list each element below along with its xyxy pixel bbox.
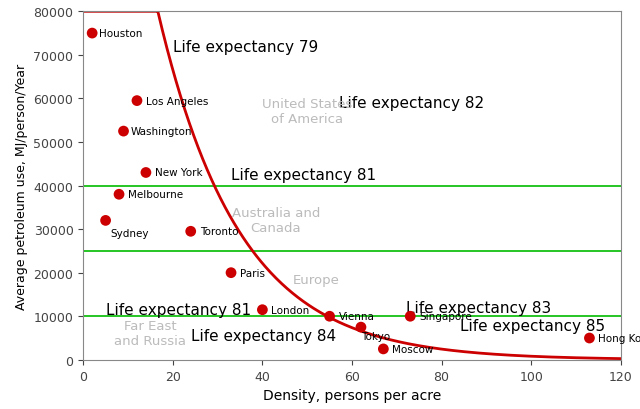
Text: Europe: Europe <box>292 273 340 286</box>
Text: Far East
and Russia: Far East and Russia <box>115 319 186 347</box>
Point <box>118 128 129 135</box>
Text: Toronto: Toronto <box>200 227 238 237</box>
Point <box>584 335 595 342</box>
Point <box>378 346 388 352</box>
Text: Sydney: Sydney <box>110 229 148 239</box>
Text: Washington: Washington <box>131 127 192 137</box>
Text: Singapore: Singapore <box>419 312 472 321</box>
Text: London: London <box>271 305 310 315</box>
Point <box>132 98 142 105</box>
Text: United States
of America: United States of America <box>262 98 353 126</box>
Point <box>356 324 366 330</box>
Text: Hong Kong: Hong Kong <box>598 333 640 343</box>
Text: Vienna: Vienna <box>339 312 374 321</box>
Text: Melbourne: Melbourne <box>128 190 183 200</box>
Point <box>100 218 111 224</box>
Point <box>324 313 335 320</box>
Text: New York: New York <box>155 168 202 178</box>
Text: Life expectancy 81: Life expectancy 81 <box>231 168 376 183</box>
Text: Paris: Paris <box>240 268 265 278</box>
Text: Australia and
Canada: Australia and Canada <box>232 207 320 235</box>
Point <box>186 229 196 235</box>
Text: Life expectancy 81: Life expectancy 81 <box>106 303 251 317</box>
Text: Life expectancy 84: Life expectancy 84 <box>191 328 336 344</box>
Y-axis label: Average petroleum use, MJ/person/Year: Average petroleum use, MJ/person/Year <box>15 63 28 309</box>
X-axis label: Density, persons per acre: Density, persons per acre <box>263 388 441 402</box>
Point <box>141 170 151 176</box>
Point <box>87 31 97 37</box>
Text: Life expectancy 83: Life expectancy 83 <box>406 300 551 315</box>
Text: Life expectancy 79: Life expectancy 79 <box>173 40 318 54</box>
Point <box>114 191 124 198</box>
Point <box>257 307 268 313</box>
Text: Life expectancy 85: Life expectancy 85 <box>460 319 605 333</box>
Point <box>405 313 415 320</box>
Text: Los Angeles: Los Angeles <box>146 97 208 106</box>
Text: Houston: Houston <box>99 29 142 39</box>
Text: Tokyo: Tokyo <box>361 331 390 341</box>
Point <box>226 270 236 276</box>
Text: Moscow: Moscow <box>392 344 434 354</box>
Text: Life expectancy 82: Life expectancy 82 <box>339 96 484 111</box>
